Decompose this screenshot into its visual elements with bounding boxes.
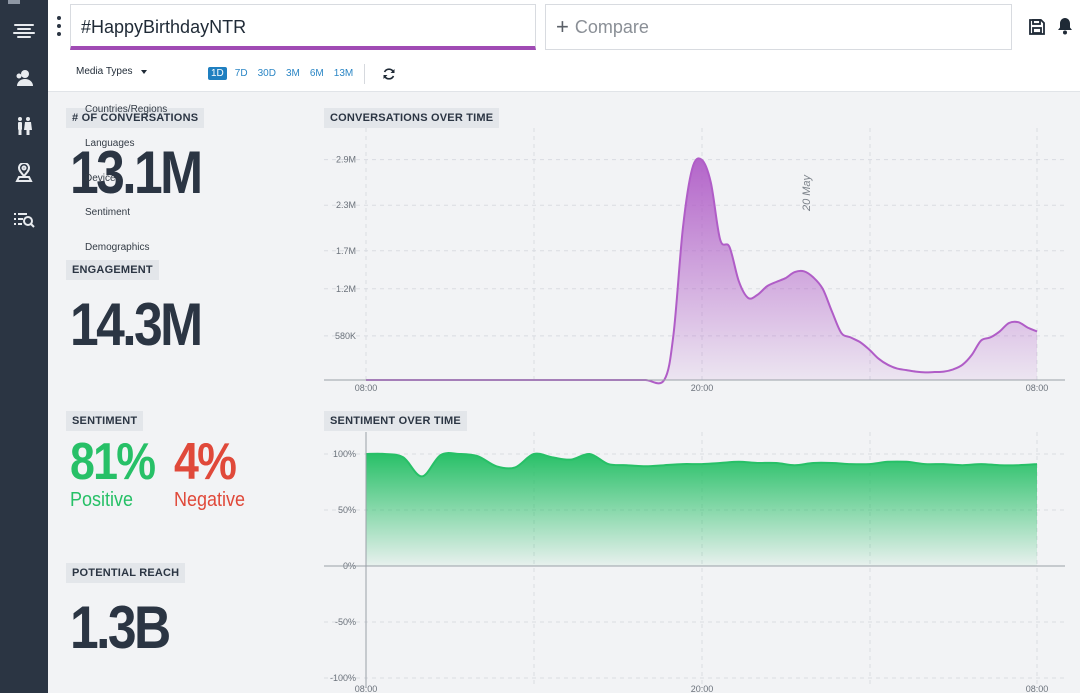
y-tick-label: 580K <box>335 331 356 341</box>
compare-label: Compare <box>574 16 649 37</box>
x-tick-label: 20:00 <box>691 383 714 393</box>
more-options-icon[interactable] <box>56 16 62 36</box>
sentiment-chart-title: SENTIMENT OVER TIME <box>324 411 467 431</box>
conversations-chart: 580K 1.2M 1.7M 2.3M 2.9M 08:00 20:00 08:00 20 Ma… <box>324 128 1065 393</box>
dropdown-item-sentiment[interactable]: Sentiment <box>85 207 131 218</box>
location-pin-icon[interactable] <box>12 162 36 184</box>
bell-icon[interactable] <box>1056 17 1074 35</box>
caret-down-icon <box>140 69 147 74</box>
engagement-label: ENGAGEMENT <box>66 260 159 280</box>
plus-icon: + <box>556 14 569 39</box>
range-30d[interactable]: 30D <box>257 68 276 79</box>
reach-value: 1.3B <box>70 594 171 661</box>
reach-label: POTENTIAL REACH <box>66 563 186 583</box>
refresh-icon[interactable] <box>382 67 396 81</box>
sentiment-label: SENTIMENT <box>66 411 144 431</box>
search-list-icon[interactable] <box>12 209 36 231</box>
x-tick-label: 08:00 <box>1026 684 1049 693</box>
range-13m[interactable]: 13M <box>333 68 354 79</box>
time-range-selector: 1D 7D 30D 3M 6M 13M <box>208 67 355 80</box>
positive-percent: 81% <box>70 433 156 491</box>
search-query: #HappyBirthdayNTR <box>81 17 247 37</box>
x-tick-label: 08:00 <box>355 684 378 693</box>
search-input[interactable]: #HappyBirthdayNTR <box>70 4 536 50</box>
y-tick-label: -100% <box>330 673 356 683</box>
sidebar <box>0 0 48 693</box>
x-tick-label: 20:00 <box>691 684 714 693</box>
range-3m[interactable]: 3M <box>285 68 300 79</box>
y-tick-label: -50% <box>335 617 356 627</box>
demographics-icon[interactable] <box>12 115 36 137</box>
conversations-value: 13.1M <box>70 139 203 206</box>
dropdown-item-demographics[interactable]: Demographics <box>85 242 150 253</box>
dropdown-item-countries[interactable]: Countries/Regions <box>85 104 168 115</box>
positive-label: Positive <box>70 489 134 511</box>
y-tick-label: 50% <box>338 505 356 515</box>
dropdown-item-languages[interactable]: Languages <box>85 138 135 149</box>
series-area <box>366 453 1037 566</box>
media-types-label: Media Types <box>76 66 133 77</box>
stream-icon[interactable] <box>12 20 36 42</box>
range-6m[interactable]: 6M <box>309 68 324 79</box>
y-tick-label: 100% <box>333 449 356 459</box>
x-tick-label: 08:00 <box>1026 383 1049 393</box>
save-icon[interactable] <box>1028 18 1046 36</box>
range-1d[interactable]: 1D <box>208 67 227 80</box>
negative-label: Negative <box>174 489 246 511</box>
y-tick-label: 1.7M <box>336 246 356 256</box>
toolbar-divider <box>364 64 365 84</box>
date-annotation: 20 May <box>801 173 813 212</box>
series-line <box>365 452 1038 478</box>
x-tick-label: 08:00 <box>355 383 378 393</box>
y-tick-label: 1.2M <box>336 284 356 294</box>
y-tick-label: 2.3M <box>336 200 356 210</box>
dropdown-item-devices[interactable]: Devices <box>85 173 121 184</box>
y-tick-label: 2.9M <box>336 155 356 165</box>
series-area <box>366 158 1037 384</box>
engagement-value: 14.3M <box>70 291 203 358</box>
range-7d[interactable]: 7D <box>234 68 248 79</box>
users-icon[interactable] <box>12 67 36 89</box>
sentiment-chart: 100%50%0%-50%-100%08:00 20:00 08:00 <box>324 432 1065 693</box>
media-types-dropdown[interactable]: Media Types <box>76 66 147 77</box>
conversations-chart-title: CONVERSATIONS OVER TIME <box>324 108 500 128</box>
sidebar-top-indicator <box>8 0 20 4</box>
compare-button[interactable]: + Compare <box>545 4 1012 50</box>
conversations-label: # OF CONVERSATIONS <box>66 108 205 128</box>
negative-percent: 4% <box>174 433 237 491</box>
